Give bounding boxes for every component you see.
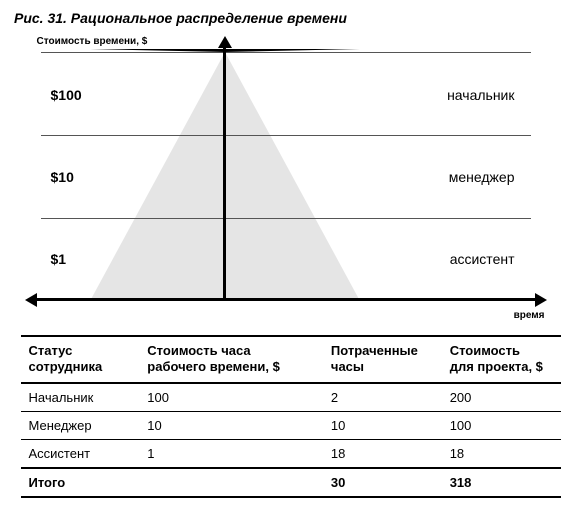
cell: 10 [139,411,323,439]
cost-table: Статуссотрудника Стоимость часарабочего … [21,335,561,498]
table-row: Менеджер 10 10 100 [21,411,561,439]
col-header-project-cost: Стоимостьдля проекта, $ [442,336,561,383]
x-axis-arrow-right-icon [535,293,547,307]
page: Рис. 31. Рациональное распределение врем… [0,0,581,516]
gridline-2 [41,218,531,219]
table-row: Начальник 100 2 200 [21,383,561,412]
role-label-assistant: ассистент [450,251,515,267]
cell: 10 [323,411,442,439]
cell: 2 [323,383,442,412]
footer-cell: 318 [442,468,561,497]
table-header-row: Статуссотрудника Стоимость часарабочего … [21,336,561,383]
role-label-manager: менеджер [449,169,515,185]
footer-cell-label: Итого [21,468,140,497]
footer-cell: 30 [323,468,442,497]
cell: 200 [442,383,561,412]
cell: 18 [442,439,561,468]
x-axis-arrow-left-icon [25,293,37,307]
table-footer-row: Итого 30 318 [21,468,561,497]
cell: Менеджер [21,411,140,439]
x-axis-line [33,298,539,301]
cell: 18 [323,439,442,468]
cost-label-100: $100 [51,87,82,103]
cell: Начальник [21,383,140,412]
x-axis-title: время [514,310,545,321]
figure-title: Рис. 31. Рациональное распределение врем… [14,10,567,26]
plot-area: $100 начальник $10 менеджер $1 ассистент [41,52,531,301]
y-axis-title: Стоимость времени, $ [37,36,148,47]
cell: 100 [139,383,323,412]
cell: 1 [139,439,323,468]
col-header-cost-hour: Стоимость часарабочего времени, $ [139,336,323,383]
cell: Ассистент [21,439,140,468]
role-label-boss: начальник [447,87,514,103]
y-axis-line [223,44,226,301]
gridline-1 [41,135,531,136]
footer-cell [139,468,323,497]
col-header-hours: Потраченныечасы [323,336,442,383]
table-row: Ассистент 1 18 18 [21,439,561,468]
col-header-status: Статуссотрудника [21,336,140,383]
cost-label-10: $10 [51,169,74,185]
y-axis-arrow-icon [218,36,232,48]
chart-area: Стоимость времени, $ время $100 начальни… [31,34,551,319]
cost-label-1: $1 [51,251,67,267]
cell: 100 [442,411,561,439]
gridline-top [41,52,531,53]
